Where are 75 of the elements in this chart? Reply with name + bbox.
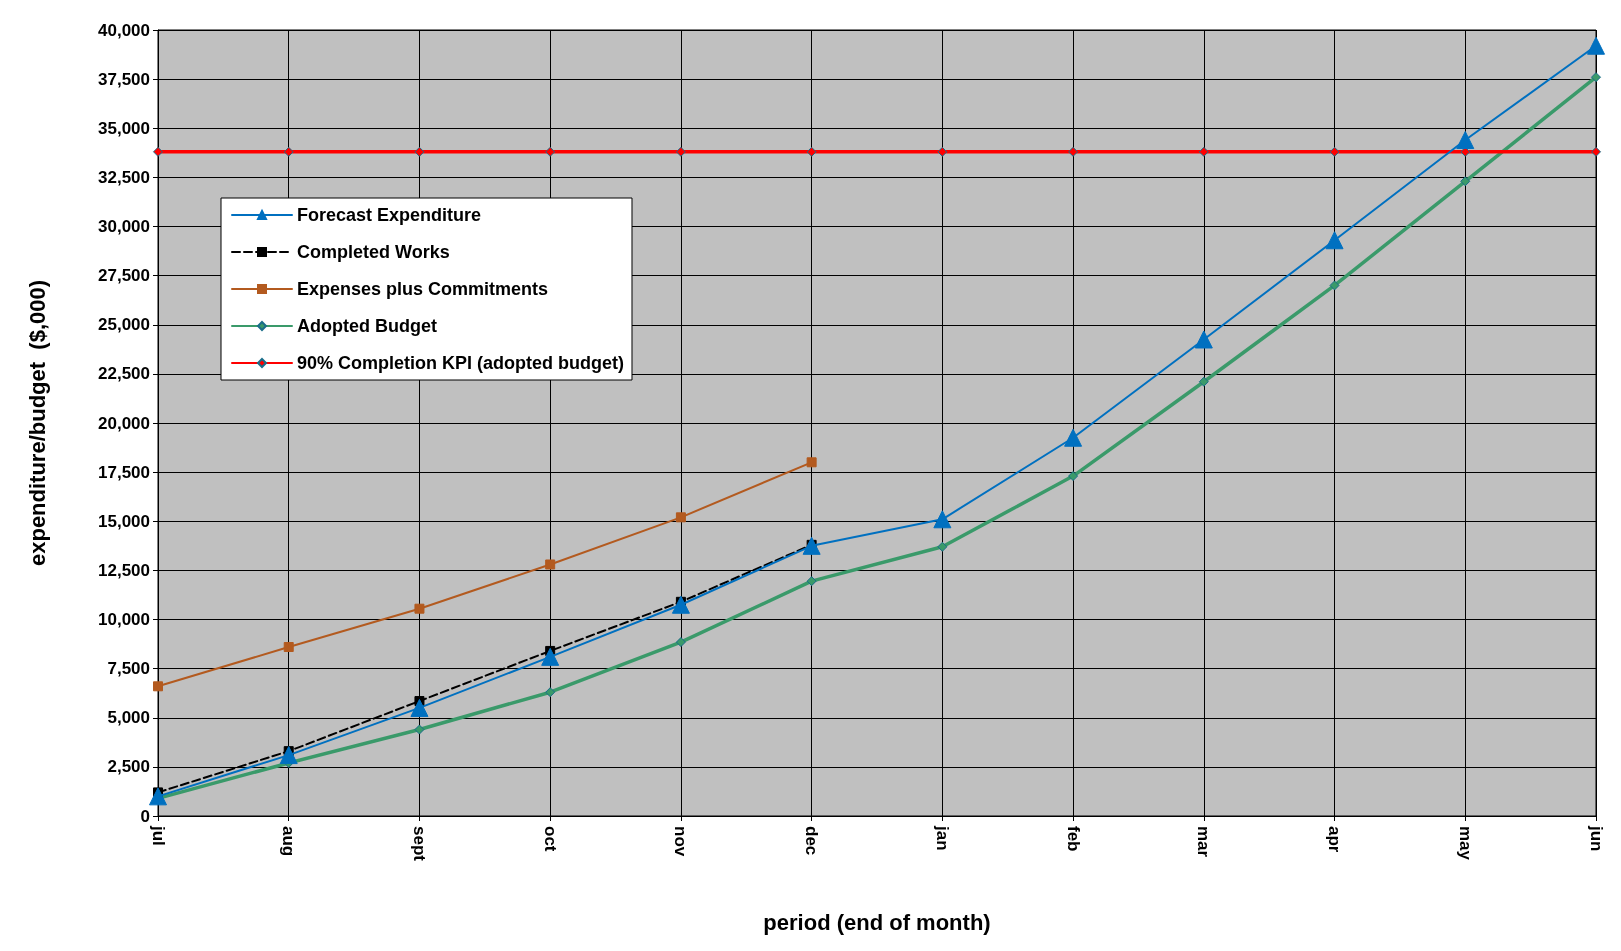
legend-label: Expenses plus Commitments	[297, 279, 549, 299]
y-tick-label: 5,000	[107, 708, 150, 728]
point	[1325, 231, 1344, 250]
y-tick-label: 20,000	[98, 413, 150, 433]
point	[414, 724, 425, 735]
point	[153, 146, 163, 157]
x-tick-label: dec	[802, 826, 822, 856]
point	[1591, 72, 1601, 83]
point	[1329, 280, 1340, 291]
y-tick-label: 17,500	[98, 462, 150, 482]
point	[675, 512, 686, 523]
x-tick-label: sept	[409, 826, 429, 862]
y-tick-label: 37,500	[98, 69, 150, 89]
point	[1456, 131, 1475, 150]
point	[1460, 176, 1471, 187]
point	[937, 146, 948, 157]
point	[414, 603, 425, 614]
point	[1591, 146, 1601, 157]
y-tick-label: 7,500	[107, 659, 150, 679]
point	[283, 642, 294, 653]
point	[806, 146, 817, 157]
y-tick-label: 2,500	[107, 757, 150, 777]
point	[1194, 330, 1213, 349]
legend-label: Adopted Budget	[297, 316, 437, 336]
point	[283, 146, 294, 157]
y-axis-title: expenditure/budget ($,000)	[24, 279, 50, 567]
y-tick-label: 22,500	[98, 364, 150, 384]
point	[1198, 146, 1209, 157]
point	[675, 146, 686, 157]
point	[1198, 376, 1209, 387]
point	[806, 457, 817, 468]
y-tick-label: 32,500	[98, 167, 150, 187]
y-tick-label: 25,000	[98, 315, 150, 335]
x-tick-label: jun	[1586, 825, 1606, 852]
point	[410, 698, 429, 717]
point	[1329, 146, 1340, 157]
x-tick-label: mar	[1194, 826, 1214, 858]
point	[149, 787, 167, 806]
point	[279, 746, 298, 765]
y-tick-label: 30,000	[98, 217, 150, 236]
point	[806, 576, 817, 587]
x-tick-label: may	[1455, 826, 1475, 861]
point	[545, 559, 556, 570]
legend-label: Completed Works	[297, 242, 450, 262]
point	[1064, 428, 1083, 447]
x-tick-label: aug	[279, 826, 299, 857]
point	[541, 647, 560, 666]
y-tick-label: 0	[140, 806, 150, 826]
y-tick-label: 12,500	[98, 560, 150, 580]
point	[675, 637, 686, 648]
x-tick-label: jan	[932, 825, 952, 851]
x-tick-label: feb	[1063, 826, 1083, 852]
y-tick-label: 10,000	[98, 610, 150, 629]
x-axis-title: period (end of month)	[763, 909, 991, 935]
point	[937, 541, 948, 552]
x-tick-label: apr	[1325, 826, 1345, 853]
y-tick-label: 35,000	[98, 118, 150, 138]
x-tick-label: oct	[540, 826, 560, 852]
point	[802, 536, 821, 555]
point	[1587, 36, 1605, 55]
legend-label: Forecast Expenditure	[297, 205, 482, 225]
y-tick-label: 27,500	[98, 266, 150, 286]
y-tick-label: 15,000	[98, 511, 150, 531]
point	[153, 681, 163, 692]
point	[1068, 471, 1079, 482]
point	[545, 146, 556, 157]
point	[671, 595, 690, 614]
x-tick-label: jul	[148, 825, 168, 846]
legend-label: 90% Completion KPI (adopted budget)	[297, 353, 624, 373]
point	[933, 510, 952, 529]
y-tick-label: 40,000	[98, 20, 150, 40]
point	[545, 687, 556, 698]
point	[1068, 146, 1079, 157]
point	[414, 146, 425, 157]
x-tick-label: nov	[671, 826, 691, 857]
